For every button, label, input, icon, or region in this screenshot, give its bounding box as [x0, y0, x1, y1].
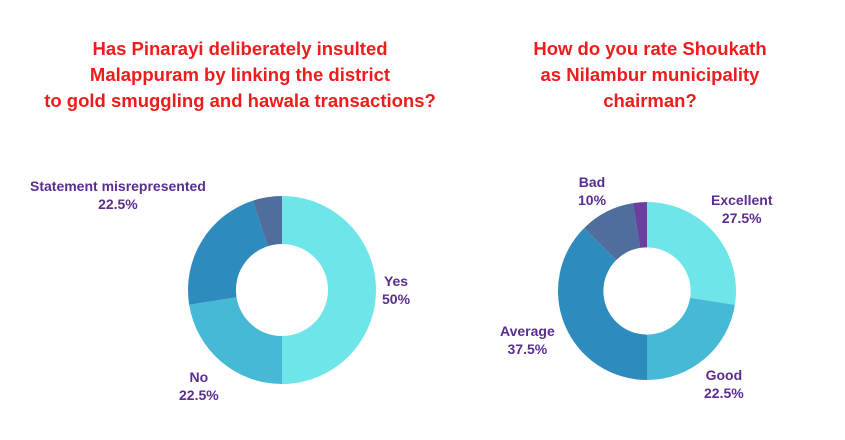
slice-label-bad: Bad	[578, 174, 606, 190]
slice-label-average: Average	[500, 323, 555, 339]
donut-chart	[188, 196, 376, 384]
slice-statement-misrepresented	[188, 200, 268, 305]
slice-unlabeled-3	[252, 196, 282, 247]
slice-value-statement-misrepresented: 22.5%	[98, 196, 138, 212]
slice-value-average: 37.5%	[507, 341, 548, 357]
chart-title: How do you rate Shoukath as Nilambur mun…	[533, 38, 767, 111]
slice-value-good: 22.5%	[704, 385, 744, 401]
slice-bad	[584, 203, 641, 261]
label-average: Average 37.5%	[500, 322, 555, 358]
donut-chart	[558, 202, 736, 380]
slice-value-no: 22.5%	[179, 387, 219, 403]
slice-excellent	[647, 202, 736, 305]
slice-label-no: No	[189, 369, 209, 385]
label-yes: Yes 50%	[382, 272, 410, 308]
chart-right: How do you rate Shoukath as Nilambur mun…	[440, 0, 845, 440]
slice-label-yes: Yes	[383, 273, 409, 289]
slice-no	[189, 297, 282, 384]
slice-good	[647, 297, 735, 380]
label-statement-misrepresented: Statement misrepresented 22.5%	[30, 177, 206, 213]
label-good: Good 22.5%	[704, 366, 744, 402]
slice-value-yes: 50%	[382, 291, 411, 307]
chart-left: Has Pinarayi deliberately insulted Malap…	[30, 38, 436, 404]
label-no: No 22.5%	[179, 368, 219, 404]
slice-value-bad: 10%	[578, 192, 607, 208]
slice-value-excellent: 27.5%	[721, 210, 762, 226]
chart-title: Has Pinarayi deliberately insulted Malap…	[44, 38, 436, 111]
slice-label-statement-misrepresented: Statement misrepresented	[30, 178, 206, 194]
slice-label-excellent: Excellent	[711, 192, 773, 208]
label-excellent: Excellent 27.5%	[711, 191, 772, 227]
slice-label-good: Good	[705, 367, 743, 383]
slice-unlabeled-4	[633, 202, 647, 248]
slice-yes	[282, 196, 376, 384]
slice-average	[558, 228, 647, 380]
label-bad: Bad 10%	[578, 173, 606, 209]
